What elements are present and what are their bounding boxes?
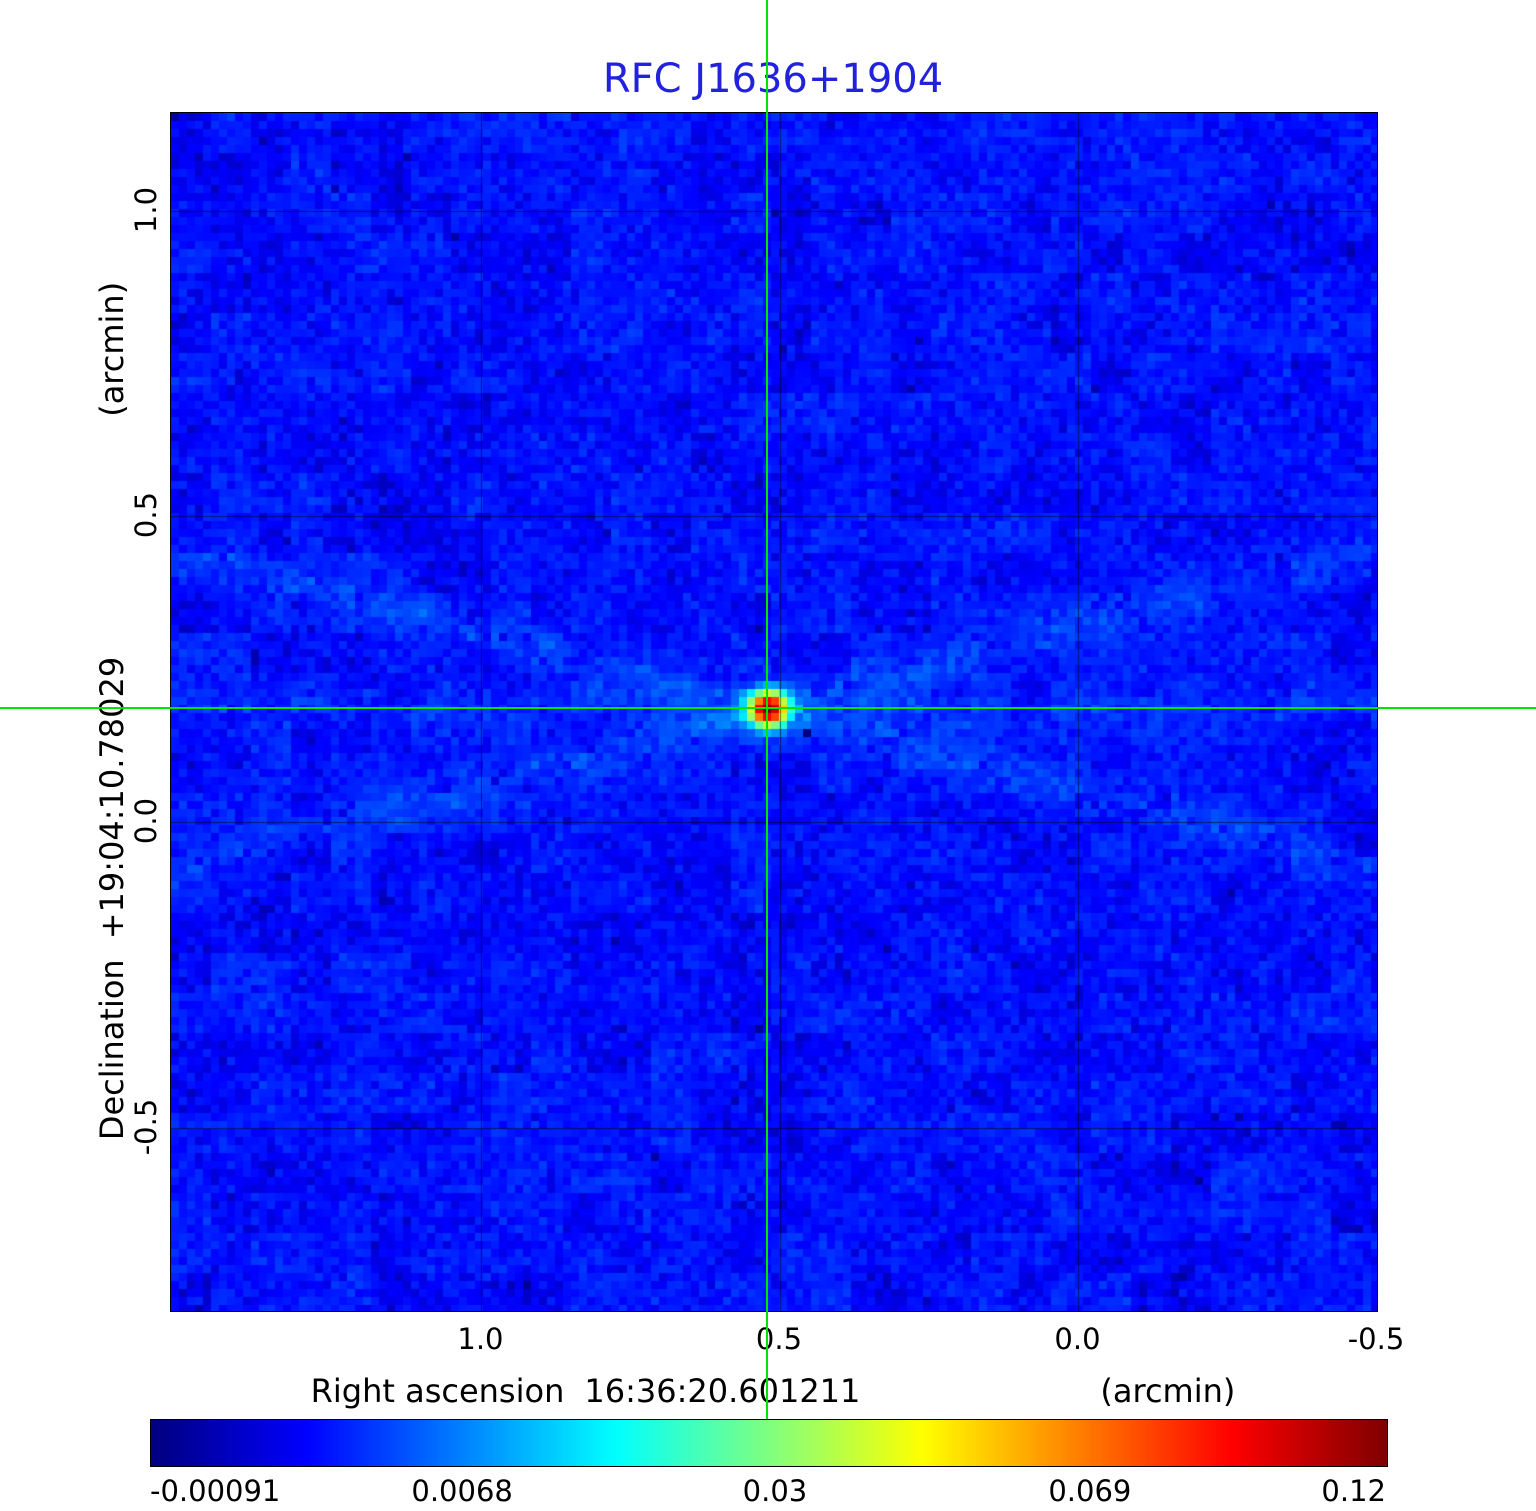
x-tick-label: 1.0 — [457, 1322, 504, 1356]
figure-title: RFC J1636+1904 — [602, 56, 944, 102]
y-tick-label: 1.0 — [129, 186, 163, 233]
crosshair-vertical-line — [766, 0, 768, 1419]
x-tick-label: -0.5 — [1347, 1322, 1405, 1356]
x-axis-label-name: Right ascension — [310, 1372, 565, 1410]
x-axis-label: Right ascension 16:36:20.601211 (arcmin) — [311, 1372, 1236, 1410]
colorbar-tick-labels: -0.00091 0.0068 0.03 0.069 0.12 — [150, 1474, 1386, 1510]
colorbar-gradient-canvas — [151, 1420, 1387, 1466]
y-tick-label: 0.5 — [129, 492, 163, 539]
colorbar-tick-label: 0.069 — [1048, 1474, 1132, 1508]
y-axis-label-text: Declination +19:04:10.78029 — [93, 657, 131, 1140]
colorbar — [150, 1419, 1388, 1467]
intensity-map-canvas — [171, 113, 1377, 1311]
y-axis-label: Declination +19:04:10.78029 (arcmin) — [93, 282, 131, 1140]
x-axis-tick-labels: 1.0 0.5 0.0 -0.5 — [170, 1322, 1404, 1362]
colorbar-tick-label: 0.12 — [1321, 1474, 1386, 1508]
y-axis-unit: (arcmin) — [93, 281, 131, 417]
colorbar-tick-label: 0.0068 — [411, 1474, 513, 1508]
colorbar-tick-label: 0.03 — [742, 1474, 808, 1508]
y-axis-label-name: Declination — [93, 959, 131, 1141]
x-axis-label-value: 16:36:20.601211 — [584, 1372, 861, 1410]
y-axis-label-value: +19:04:10.78029 — [93, 656, 131, 940]
x-axis-unit: (arcmin) — [1100, 1372, 1236, 1410]
y-tick-label: 0.0 — [129, 797, 163, 845]
x-tick-label: 0.0 — [1054, 1322, 1101, 1356]
colorbar-tick-label: -0.00091 — [150, 1474, 281, 1508]
crosshair-horizontal-line — [0, 707, 1536, 709]
y-tick-label: -0.5 — [129, 1098, 163, 1155]
sky-map-plot — [170, 112, 1378, 1312]
x-tick-label: 0.5 — [755, 1322, 803, 1356]
x-axis-label-text: Right ascension 16:36:20.601211 — [311, 1372, 861, 1410]
